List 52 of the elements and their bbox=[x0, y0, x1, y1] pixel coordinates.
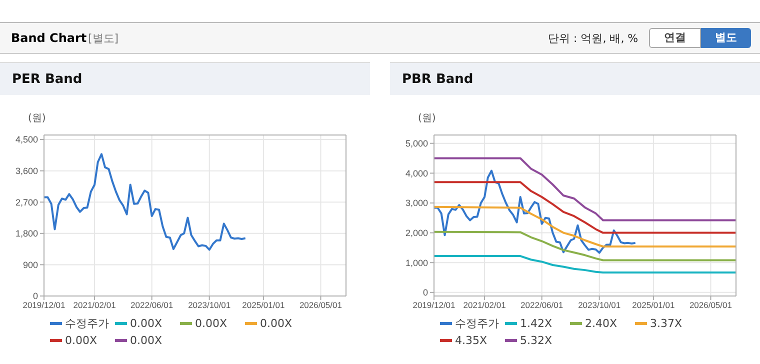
x-tick-label: 2021/02/01 bbox=[463, 300, 506, 310]
y-tick-label: 5,000 bbox=[405, 138, 428, 149]
x-tick-label: 2026/05/01 bbox=[689, 300, 732, 310]
y-tick-label: 1,000 bbox=[405, 258, 428, 268]
x-tick-label: 2025/01/01 bbox=[632, 300, 675, 310]
legend-label: 수정주가 bbox=[455, 316, 499, 331]
y-axis-title: (원) bbox=[28, 112, 46, 125]
line-series bbox=[44, 153, 246, 251]
legend-label: 0.00X bbox=[130, 317, 162, 330]
line-series bbox=[434, 206, 736, 248]
legend-label: 2.40X bbox=[585, 317, 618, 330]
y-tick-label: 0 bbox=[422, 288, 428, 298]
text: [별도] bbox=[88, 31, 119, 46]
text: 단위 : 억원, 배, % bbox=[548, 31, 638, 46]
legend-label: 4.35X bbox=[455, 334, 488, 347]
line-series bbox=[434, 170, 636, 254]
line-series bbox=[434, 157, 736, 222]
line-series bbox=[434, 255, 736, 274]
y-tick-label: 3,600 bbox=[15, 166, 38, 176]
legend-label: 0.00X bbox=[65, 334, 98, 347]
x-tick-label: 2021/02/01 bbox=[73, 300, 116, 310]
x-tick-label: 2025/01/01 bbox=[242, 300, 285, 310]
line-series bbox=[434, 230, 736, 262]
toggle-button: 연결 bbox=[649, 28, 701, 48]
legend-label: 0.00X bbox=[130, 334, 162, 347]
x-tick-label: 2022/06/01 bbox=[130, 300, 174, 310]
legend-label: 3.37X bbox=[650, 317, 682, 330]
y-tick-label: 900 bbox=[22, 260, 38, 270]
text: Band Chart bbox=[11, 31, 87, 45]
legend-label: 0.00X bbox=[195, 317, 228, 330]
legend-label: 5.32X bbox=[520, 334, 552, 347]
y-tick-label: 4,500 bbox=[15, 134, 38, 145]
x-tick-label: 2026/05/01 bbox=[299, 300, 342, 310]
legend-label: 수정주가 bbox=[65, 316, 109, 331]
legend-label: 1.42X bbox=[520, 317, 552, 330]
x-tick-label: 2019/12/01 bbox=[22, 300, 66, 310]
y-tick-label: 1,800 bbox=[15, 228, 38, 239]
y-tick-label: 2,700 bbox=[15, 197, 38, 208]
chart-title: PER Band bbox=[0, 63, 370, 95]
x-tick-label: 2023/10/01 bbox=[188, 300, 231, 310]
y-axis-title: (원) bbox=[418, 112, 436, 125]
x-tick-label: 2019/12/01 bbox=[412, 300, 456, 310]
x-tick-label: 2022/06/01 bbox=[520, 300, 564, 310]
legend-label: 0.00X bbox=[260, 317, 292, 330]
y-tick-label: 3,000 bbox=[405, 198, 428, 208]
y-tick-label: 4,000 bbox=[405, 168, 428, 178]
y-tick-label: 0 bbox=[32, 291, 38, 302]
y-tick-label: 2,000 bbox=[405, 228, 428, 238]
x-tick-label: 2023/10/01 bbox=[578, 300, 621, 310]
toggle-button: 별도 bbox=[701, 28, 751, 48]
chart-title: PBR Band bbox=[390, 63, 760, 95]
line-series bbox=[434, 181, 736, 234]
